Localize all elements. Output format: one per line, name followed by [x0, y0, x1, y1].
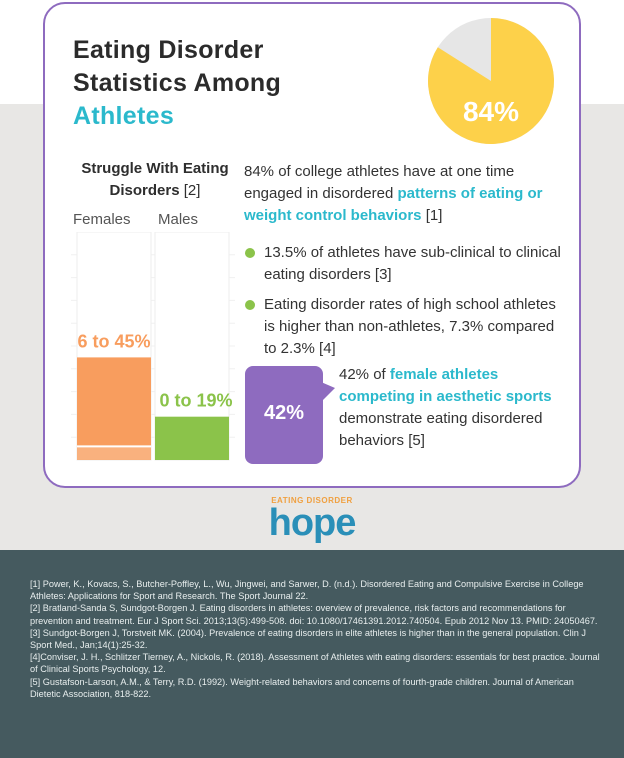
female-prefix: 42% of — [339, 366, 390, 383]
intro-paragraph: 84% of college athletes have at one time… — [244, 161, 564, 227]
references-list: [1] Power, K., Kovacs, S., Butcher-Poffl… — [30, 578, 600, 700]
bullet-text: Eating disorder rates of high school ath… — [264, 296, 556, 357]
pie-chart-84 — [428, 18, 554, 144]
bar-low-segment — [77, 446, 151, 460]
bullet-dot-icon — [245, 248, 255, 258]
intro-prefix: 84% of college athletes have at one time… — [244, 163, 515, 202]
bar-label-males: 0 to 19% — [159, 391, 232, 411]
range-bar-chart: 6 to 45% 0 to 19% — [71, 232, 235, 461]
title-line-1: Eating Disorder — [73, 36, 264, 64]
logo-small-text: EATING DISORDER — [271, 496, 353, 505]
bullet-text: 13.5% of athletes have sub-clinical to c… — [264, 244, 561, 283]
speech-bubble — [245, 366, 323, 464]
bullet-item: 13.5% of athletes have sub-clinical to c… — [244, 242, 564, 286]
bar-label-females: 6 to 45% — [77, 331, 150, 351]
reference-item: [4]Conviser, J. H., Schlitzer Tierney, A… — [30, 652, 600, 675]
category-label-males: Males — [158, 211, 199, 228]
references-background — [0, 550, 624, 758]
chart-title-text: Struggle With Eating Disorders — [81, 160, 229, 199]
title-line-2: Statistics Among — [73, 69, 282, 97]
eating-disorder-hope-logo[interactable]: EATING DISORDER hope — [262, 496, 362, 546]
chart-title-ref: [2] — [183, 182, 201, 199]
bullet-item: Eating disorder rates of high school ath… — [244, 294, 564, 360]
reference-item: [1] Power, K., Kovacs, S., Butcher-Poffl… — [30, 579, 584, 602]
page-title: Eating Disorder Statistics Among Athlete… — [73, 34, 393, 133]
speech-bubble-label: 42% — [263, 402, 305, 424]
category-label-females: Females — [73, 211, 131, 228]
pie-main-slice — [428, 18, 554, 144]
female-athletes-paragraph: 42% of female athletes competing in aest… — [339, 364, 564, 452]
pie-label: 84% — [462, 96, 520, 127]
reference-item: [3] Sundgot-Borgen J, Torstveit MK. (200… — [30, 627, 586, 651]
chart-title: Struggle With Eating Disorders [2] — [55, 158, 255, 202]
speech-bubble-tail-icon — [321, 382, 335, 402]
reference-item: [2] Bratland-Sanda S, Sundgot-Borgen J. … — [30, 603, 598, 626]
reference-item: [5] Gustafson-Larson, A.M., & Terry, R.D… — [30, 676, 574, 699]
intro-highlight: patterns of eating or weight control beh… — [244, 185, 543, 224]
female-suffix: demonstrate eating disordered behaviors … — [339, 410, 543, 449]
logo-big-text: hope — [268, 502, 357, 544]
intro-suffix: [1] — [421, 207, 443, 224]
title-line-3: Athletes — [73, 102, 175, 130]
bar-females — [77, 357, 151, 447]
infographic-card: Eating Disorder Statistics Among Athlete… — [43, 2, 581, 488]
bullet-list: 13.5% of athletes have sub-clinical to c… — [244, 242, 564, 368]
bar-males — [155, 416, 229, 460]
female-highlight: female athletes competing in aesthetic s… — [339, 366, 552, 405]
bullet-dot-icon — [245, 300, 255, 310]
